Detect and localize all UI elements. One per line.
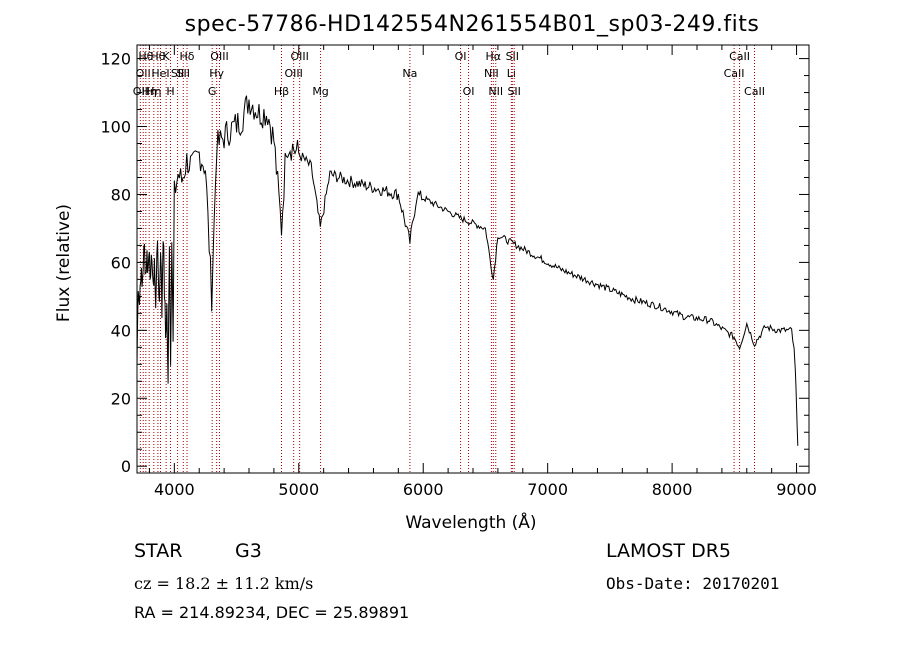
spectral-line-label: Hγ xyxy=(209,67,224,80)
tick-layer: 4000 5000 6000 7000 8000 9000 0 20 40 60 80 100 120 xyxy=(100,45,817,499)
y-tick-label: 20 xyxy=(111,389,131,408)
y-tick-label: 60 xyxy=(111,253,131,272)
spectral-line-label: OII xyxy=(136,67,151,80)
y-tick-label: 100 xyxy=(100,118,131,137)
y-axis-label: Flux (relative) xyxy=(54,204,74,322)
survey-name: LAMOST DR5 xyxy=(606,540,731,562)
spectral-line-label: Hθ xyxy=(138,50,153,63)
spectral-line-label: Hα xyxy=(486,50,502,63)
plot-frame xyxy=(136,44,810,474)
spectral-line-label: OIII xyxy=(284,67,302,80)
spectral-line-label: G xyxy=(208,85,217,98)
spectral-line-label: OIII xyxy=(290,50,308,63)
y-tick-label: 80 xyxy=(111,185,131,204)
x-tick-label: 7000 xyxy=(527,480,568,499)
spectral-line-label: Mg xyxy=(312,85,328,98)
x-tick-label: 8000 xyxy=(652,480,693,499)
x-tick-label: 9000 xyxy=(776,480,817,499)
y-tick-label: 120 xyxy=(100,50,131,69)
spectral-line-label: Na xyxy=(402,67,417,80)
y-tick-label: 40 xyxy=(111,321,131,340)
spectral-line-label: Hη xyxy=(142,85,157,98)
obs-date: Obs-Date: 20170201 xyxy=(606,574,780,593)
spectral-line-label: CaII xyxy=(724,67,745,80)
y-tick-label: 0 xyxy=(121,457,131,476)
spectral-line-label: SII xyxy=(171,67,184,80)
spectral-line-label: Hβ xyxy=(274,85,289,98)
spectral-line-label: OI xyxy=(463,85,475,98)
spectral-line-label: NII xyxy=(488,85,503,98)
x-tick-label: 5000 xyxy=(278,480,319,499)
chart-title: spec-57786-HD142554N261554B01_sp03-249.f… xyxy=(184,12,760,37)
spectral-line-label: CaII xyxy=(729,50,750,63)
spectral-line-label: H xyxy=(166,85,174,98)
spectral-line-label: HeI xyxy=(151,67,169,80)
x-tick-label: 4000 xyxy=(154,480,195,499)
spectral-line-label: NII xyxy=(484,67,499,80)
spectrum-line xyxy=(136,95,799,446)
spectral-line-label: SII xyxy=(177,67,190,80)
spectral-line-label: OI xyxy=(455,50,467,63)
x-tick-label: 6000 xyxy=(403,480,444,499)
ra-dec: RA = 214.89234, DEC = 25.89891 xyxy=(134,603,410,622)
spectral-line-label: Hη xyxy=(146,85,161,98)
line-marker-layer: OIIOIIHθHηHηHθHeIKHSIISIIHδGHγOIIIHβOIII… xyxy=(133,45,765,473)
object-class: STAR xyxy=(134,540,183,562)
spectral-line-label: Li xyxy=(507,67,516,80)
spectrum-layer xyxy=(136,95,799,446)
spectral-line-label: K xyxy=(163,50,171,63)
spectral-line-label: Hθ xyxy=(150,50,165,63)
spectral-line-label: OIII xyxy=(210,50,228,63)
spectral-line-label: SII xyxy=(507,85,520,98)
redshift-text: cz = 18.2 ± 11.2 km/s xyxy=(134,574,314,593)
spectral-line-label: SII xyxy=(506,50,519,63)
x-axis-label: Wavelength (Å) xyxy=(405,511,536,533)
object-subclass: G3 xyxy=(235,540,262,562)
spectral-line-label: CaII xyxy=(744,85,765,98)
spectral-line-label: Hδ xyxy=(180,50,195,63)
